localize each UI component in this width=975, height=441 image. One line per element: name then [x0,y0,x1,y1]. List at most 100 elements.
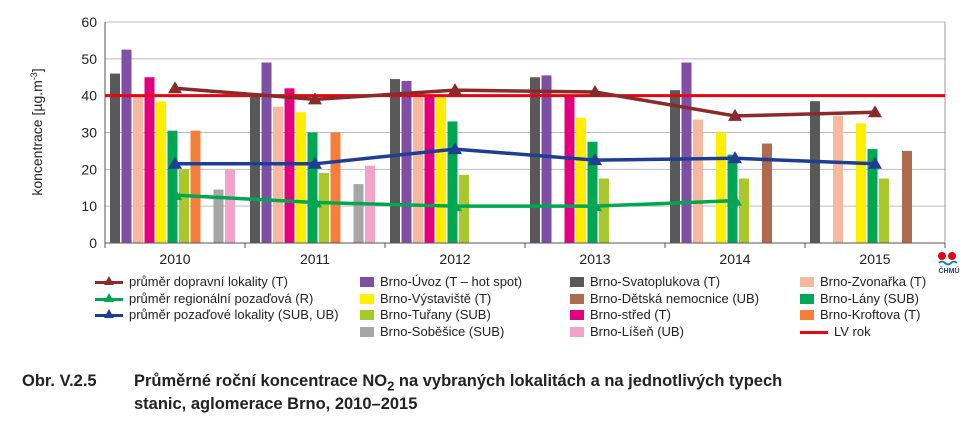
bar [190,130,201,243]
bar-marks [110,49,912,244]
y-axis-label: koncentrace [µg.m-3] [29,68,45,195]
series-marker [308,195,322,208]
caption-line1: Průměrné roční koncentrace NO2 na vybran… [134,372,783,394]
legend-swatch [360,277,374,287]
series-marker [728,151,742,164]
bar [879,178,889,243]
series-marker [588,199,602,212]
legend-label: Brno-Zvonařka (T) [820,274,927,289]
legend-label: Brno-Kroftova (T) [820,307,921,322]
caption-line2: stanic, aglomerace Brno, 2010–2015 [134,395,418,414]
bar [390,79,400,243]
legend-label: Brno-Dětská nemocnice (UB) [590,290,760,306]
series-marker [868,105,882,118]
figure-caption: Obr. V.2.5 Průměrné roční koncentrace NO2… [22,372,962,414]
chmu-logo-icon: ČHMÚ [938,252,960,275]
bar [856,123,866,243]
chart: 0 10 20 30 40 50 60 2010 2011 2012 2013 2014 2015 k… [29,14,946,267]
bar [296,112,306,243]
bar [213,189,224,243]
bar [716,132,726,243]
bar [681,62,692,244]
caption-number: Obr. V.2.5 [22,372,97,390]
legend-label: Brno-Líšeň (UB) [590,323,684,339]
line-marks [105,81,945,212]
bar [867,149,878,243]
bar [670,90,680,244]
legend-swatch [570,310,584,320]
legend-label: Brno-Úvoz (T – hot spot) [380,274,523,289]
bar [225,169,235,243]
bar [833,115,843,243]
legend-swatch [570,277,584,287]
x-tick-label: 2013 [579,251,610,267]
x-tick-labels: 2010 2011 2012 2013 2014 2015 [159,251,890,267]
y-tick-label: 30 [81,125,97,141]
bar [121,49,132,243]
bar [250,95,260,244]
x-tick-label: 2011 [300,251,330,267]
series-line [174,86,876,118]
bar [307,132,318,243]
series-marker [168,188,182,201]
y-tick-label: 40 [81,88,97,104]
legend-label: Brno-Svatoplukova (T) [590,274,721,289]
series-marker [588,84,602,97]
x-tick-label: 2015 [859,251,890,267]
bar [401,80,412,243]
y-tick-label: 50 [81,51,97,67]
legend-label: průměr dopravní lokality (T) [129,274,288,289]
bar [739,178,749,243]
chmu-logo: ČHMÚ [932,250,968,275]
axes [104,22,946,248]
legend-marker-swatch [104,276,114,285]
bar [424,95,435,244]
legend-line-swatch [800,330,828,334]
bar [319,173,329,243]
bar [330,132,341,243]
legend-marker-swatch [104,292,114,302]
legend-swatch [360,326,374,337]
legend-swatch [360,293,374,304]
bar [110,73,120,243]
bar [762,143,772,243]
bar [167,130,178,243]
legend-swatch [360,310,374,320]
y-tick-label: 20 [81,161,97,177]
series-marker [728,108,742,121]
legend-marker-swatch [104,309,114,318]
bar [436,95,446,244]
bar [902,150,912,243]
series-marker [868,156,882,169]
series-marker [448,83,462,96]
legend-label: Brno-střed (T) [590,307,671,322]
legend-label: průměr regionální pozaďová (R) [129,290,314,306]
bar [810,101,820,243]
series-marker [588,153,602,166]
series-marker [448,142,462,155]
series-marker [168,81,182,94]
x-tick-label: 2014 [719,251,750,267]
series-marker [308,156,322,169]
bar [541,75,552,244]
legend-swatch [800,310,814,320]
y-tick-label: 10 [81,198,97,214]
legend-label: Brno-Výstaviště (T) [380,290,492,306]
bar [459,174,469,243]
series-line [175,147,876,166]
y-tick-label: 0 [89,235,97,251]
legend-label: průměr pozaďové lokality (SUB, UB) [129,307,339,322]
bar [133,95,143,244]
legend-label: Brno-Tuřany (SUB) [380,307,491,322]
series-marker [168,156,182,169]
bar [261,62,272,244]
bar [144,77,155,243]
series-marker [728,193,742,206]
bar [530,77,540,243]
svg-text:ČHMÚ: ČHMÚ [939,266,960,274]
legend-label: LV rok [834,323,871,339]
legend-swatch [800,293,814,304]
legend-label: Brno-Lány (SUB) [820,290,919,306]
bar [564,95,575,244]
bar [576,117,586,243]
